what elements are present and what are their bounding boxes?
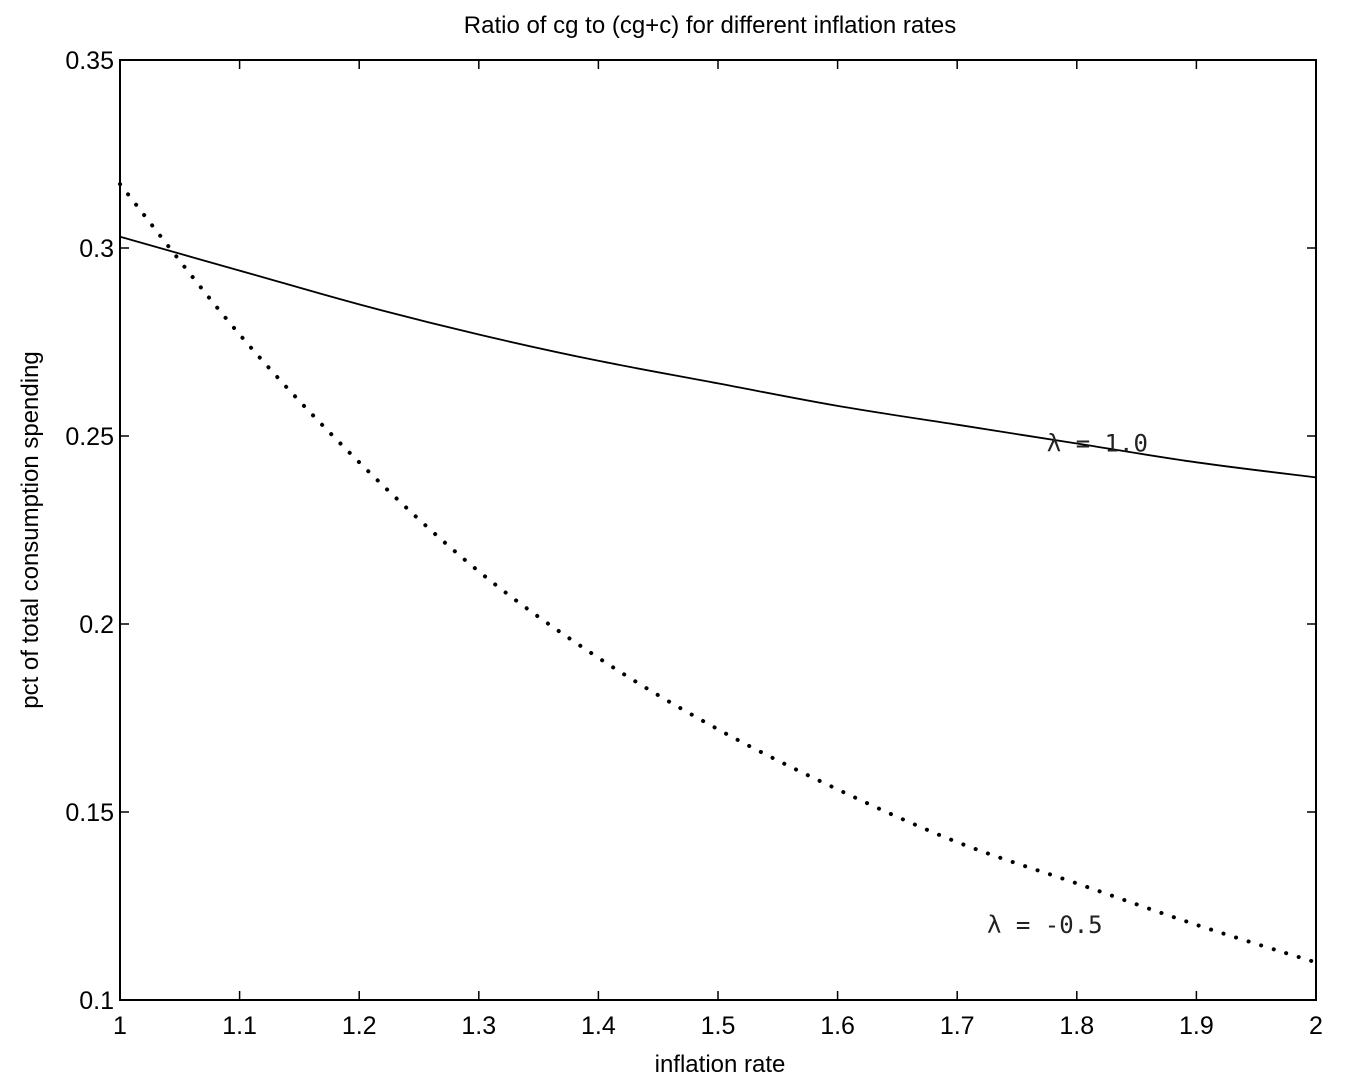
chart-title: Ratio of cg to (cg+c) for different infl… xyxy=(464,12,956,39)
ticks: 1 1.1 1.2 1.3 1.4 1.5 1.6 1.7 1.8 1.9 2 0.1 0.15 0.2 0… xyxy=(65,47,1323,1040)
x-tick-label: 1.9 xyxy=(1179,1012,1214,1040)
x-tick-label: 1.7 xyxy=(940,1012,975,1040)
series-line xyxy=(119,235,1317,479)
annotations: λ = 1.0 λ = -0.5 xyxy=(987,430,1148,939)
x-tick-label: 1.4 xyxy=(581,1012,616,1040)
series-line xyxy=(118,182,1318,965)
x-tick-label: 1.5 xyxy=(701,1012,736,1040)
y-tick-label: 0.3 xyxy=(79,235,114,263)
series-layer xyxy=(118,182,1318,965)
y-tick-label: 0.2 xyxy=(79,611,114,639)
curve-label: λ = -0.5 xyxy=(987,911,1103,939)
x-tick-label: 1.2 xyxy=(342,1012,377,1040)
y-tick-label: 0.15 xyxy=(65,799,114,827)
x-tick-label: 1.6 xyxy=(820,1012,855,1040)
y-tick-label: 0.1 xyxy=(79,987,114,1015)
curve-label: λ = 1.0 xyxy=(1047,430,1148,458)
y-tick-label: 0.35 xyxy=(65,47,114,75)
plot-area xyxy=(119,59,1317,1001)
x-tick-label: 1.8 xyxy=(1059,1012,1094,1040)
x-tick-label: 1.3 xyxy=(461,1012,496,1040)
y-axis-label: pct of total consumption spending xyxy=(17,351,44,709)
x-tick-label: 1.1 xyxy=(222,1012,257,1040)
x-tick-label: 2 xyxy=(1309,1012,1323,1040)
x-axis-label: inflation rate xyxy=(655,1051,786,1078)
y-tick-label: 0.25 xyxy=(65,423,114,451)
x-tick-label: 1 xyxy=(113,1012,127,1040)
